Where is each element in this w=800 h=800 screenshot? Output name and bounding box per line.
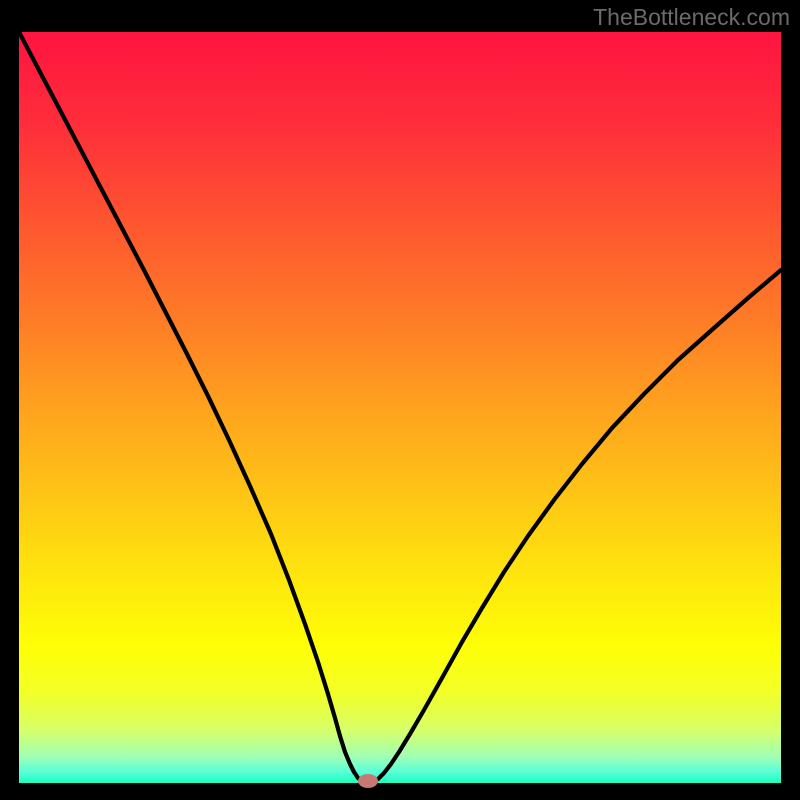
optimal-point-marker <box>358 774 378 788</box>
chart-background <box>19 32 781 783</box>
watermark-text: TheBottleneck.com <box>593 4 790 31</box>
chart-svg <box>0 0 800 800</box>
